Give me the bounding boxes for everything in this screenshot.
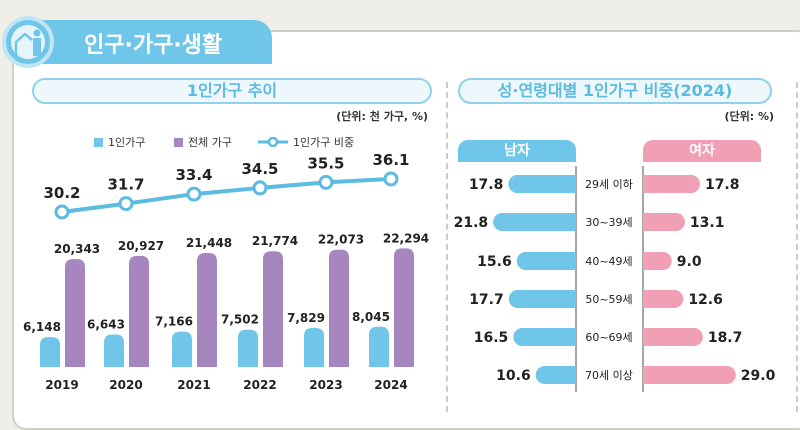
bar-single-household — [304, 327, 324, 367]
legend-item: 1인가구 비중 — [258, 134, 354, 150]
bar-label: 22,294 — [383, 231, 429, 245]
bar-label: 15.6 — [477, 254, 512, 270]
x-tick-label: 2023 — [309, 378, 342, 392]
chart2-title: 성·연령대별 1인가구 비중(2024) — [458, 78, 772, 104]
bar-label: 18.7 — [708, 330, 743, 346]
bar-label: 20,927 — [118, 239, 164, 253]
bar-male — [513, 328, 576, 346]
line-point — [383, 171, 399, 187]
male-header: 남자 — [458, 140, 576, 162]
bar-total-household — [65, 259, 85, 367]
bar-female — [643, 328, 703, 346]
bar-label: 21,448 — [186, 236, 232, 250]
bar-label: 6,643 — [87, 317, 125, 331]
line-ratio — [61, 176, 392, 214]
bar-label: 21,774 — [252, 234, 298, 248]
x-tick-label: 2024 — [374, 378, 407, 392]
bar-total-household — [263, 251, 283, 367]
section-title: 인구·가구·생활 — [84, 33, 223, 58]
line-label: 34.5 — [241, 160, 278, 178]
bar-label: 29.0 — [741, 368, 776, 384]
charts-svg: 6,148 20,343 2019 6,643 20,927 2020 7,166 21,44… — [23, 151, 776, 392]
bar-male — [508, 175, 576, 193]
bar-label: 8,045 — [352, 310, 390, 324]
bar-label: 10.6 — [496, 368, 531, 384]
bar-total-household — [394, 248, 414, 367]
female-header: 여자 — [643, 140, 761, 162]
divider — [446, 82, 448, 412]
bar-female — [643, 175, 700, 193]
line-point — [54, 204, 70, 220]
bar-label: 7,829 — [287, 311, 325, 325]
bar-label: 9.0 — [677, 254, 702, 270]
bar-male — [508, 290, 576, 308]
bar-label: 16.5 — [474, 330, 509, 346]
category-label: 50~59세 — [585, 293, 632, 306]
line-point — [318, 174, 334, 190]
divider — [796, 82, 798, 412]
chart1-title: 1인가구 추이 — [32, 78, 432, 104]
line-label: 33.4 — [175, 166, 212, 184]
line-label: 36.1 — [372, 151, 409, 169]
chart1-unit: (단위: 천 가구, %) — [336, 110, 428, 123]
bar-male — [493, 213, 576, 231]
bar-single-household — [172, 331, 192, 367]
bar-male — [516, 252, 576, 270]
category-label: 29세 이하 — [585, 177, 633, 191]
line-point — [186, 186, 202, 202]
bar-label: 17.8 — [469, 177, 504, 193]
bar-label: 7,502 — [221, 313, 259, 327]
bar-label: 20,343 — [54, 242, 100, 256]
bar-female — [643, 366, 736, 384]
bar-label: 17.7 — [469, 292, 504, 308]
bar-single-household — [40, 337, 60, 367]
bar-single-household — [369, 326, 389, 367]
bar-single-household — [104, 334, 124, 367]
line-point — [118, 196, 134, 212]
bar-total-household — [129, 255, 149, 367]
bar-single-household — [238, 329, 258, 367]
bar-label: 17.8 — [705, 177, 740, 193]
category-label: 70세 이상 — [585, 369, 633, 382]
section-tab: 인구·가구·생활 — [40, 20, 272, 64]
line-label: 30.2 — [43, 184, 80, 202]
bar-label: 13.1 — [690, 215, 725, 231]
legend-item: 1인가구 — [94, 134, 145, 150]
bar-female — [643, 290, 684, 308]
bar-label: 22,073 — [318, 233, 364, 247]
x-tick-label: 2022 — [243, 378, 276, 392]
bar-total-household — [197, 253, 217, 367]
x-tick-label: 2021 — [177, 378, 210, 392]
section-badge — [2, 16, 54, 68]
bar-label: 12.6 — [688, 292, 723, 308]
bar-male — [535, 366, 576, 384]
bar-total-household — [329, 249, 349, 367]
bar-label: 21.8 — [454, 215, 489, 231]
x-tick-label: 2020 — [109, 378, 142, 392]
home-person-icon — [14, 29, 41, 56]
line-label: 31.7 — [107, 176, 144, 194]
category-label: 30~39세 — [585, 216, 632, 229]
bar-female — [643, 252, 672, 270]
line-label: 35.5 — [307, 154, 344, 172]
line-point — [252, 180, 268, 196]
category-label: 60~69세 — [585, 331, 632, 344]
bar-label: 7,166 — [155, 315, 193, 329]
category-label: 40~49세 — [585, 255, 632, 268]
bar-female — [643, 213, 685, 231]
legend-item: 전체 가구 — [174, 134, 232, 150]
bar-label: 6,148 — [23, 320, 61, 334]
x-tick-label: 2019 — [45, 378, 78, 392]
chart2-unit: (단위: %) — [724, 110, 774, 123]
